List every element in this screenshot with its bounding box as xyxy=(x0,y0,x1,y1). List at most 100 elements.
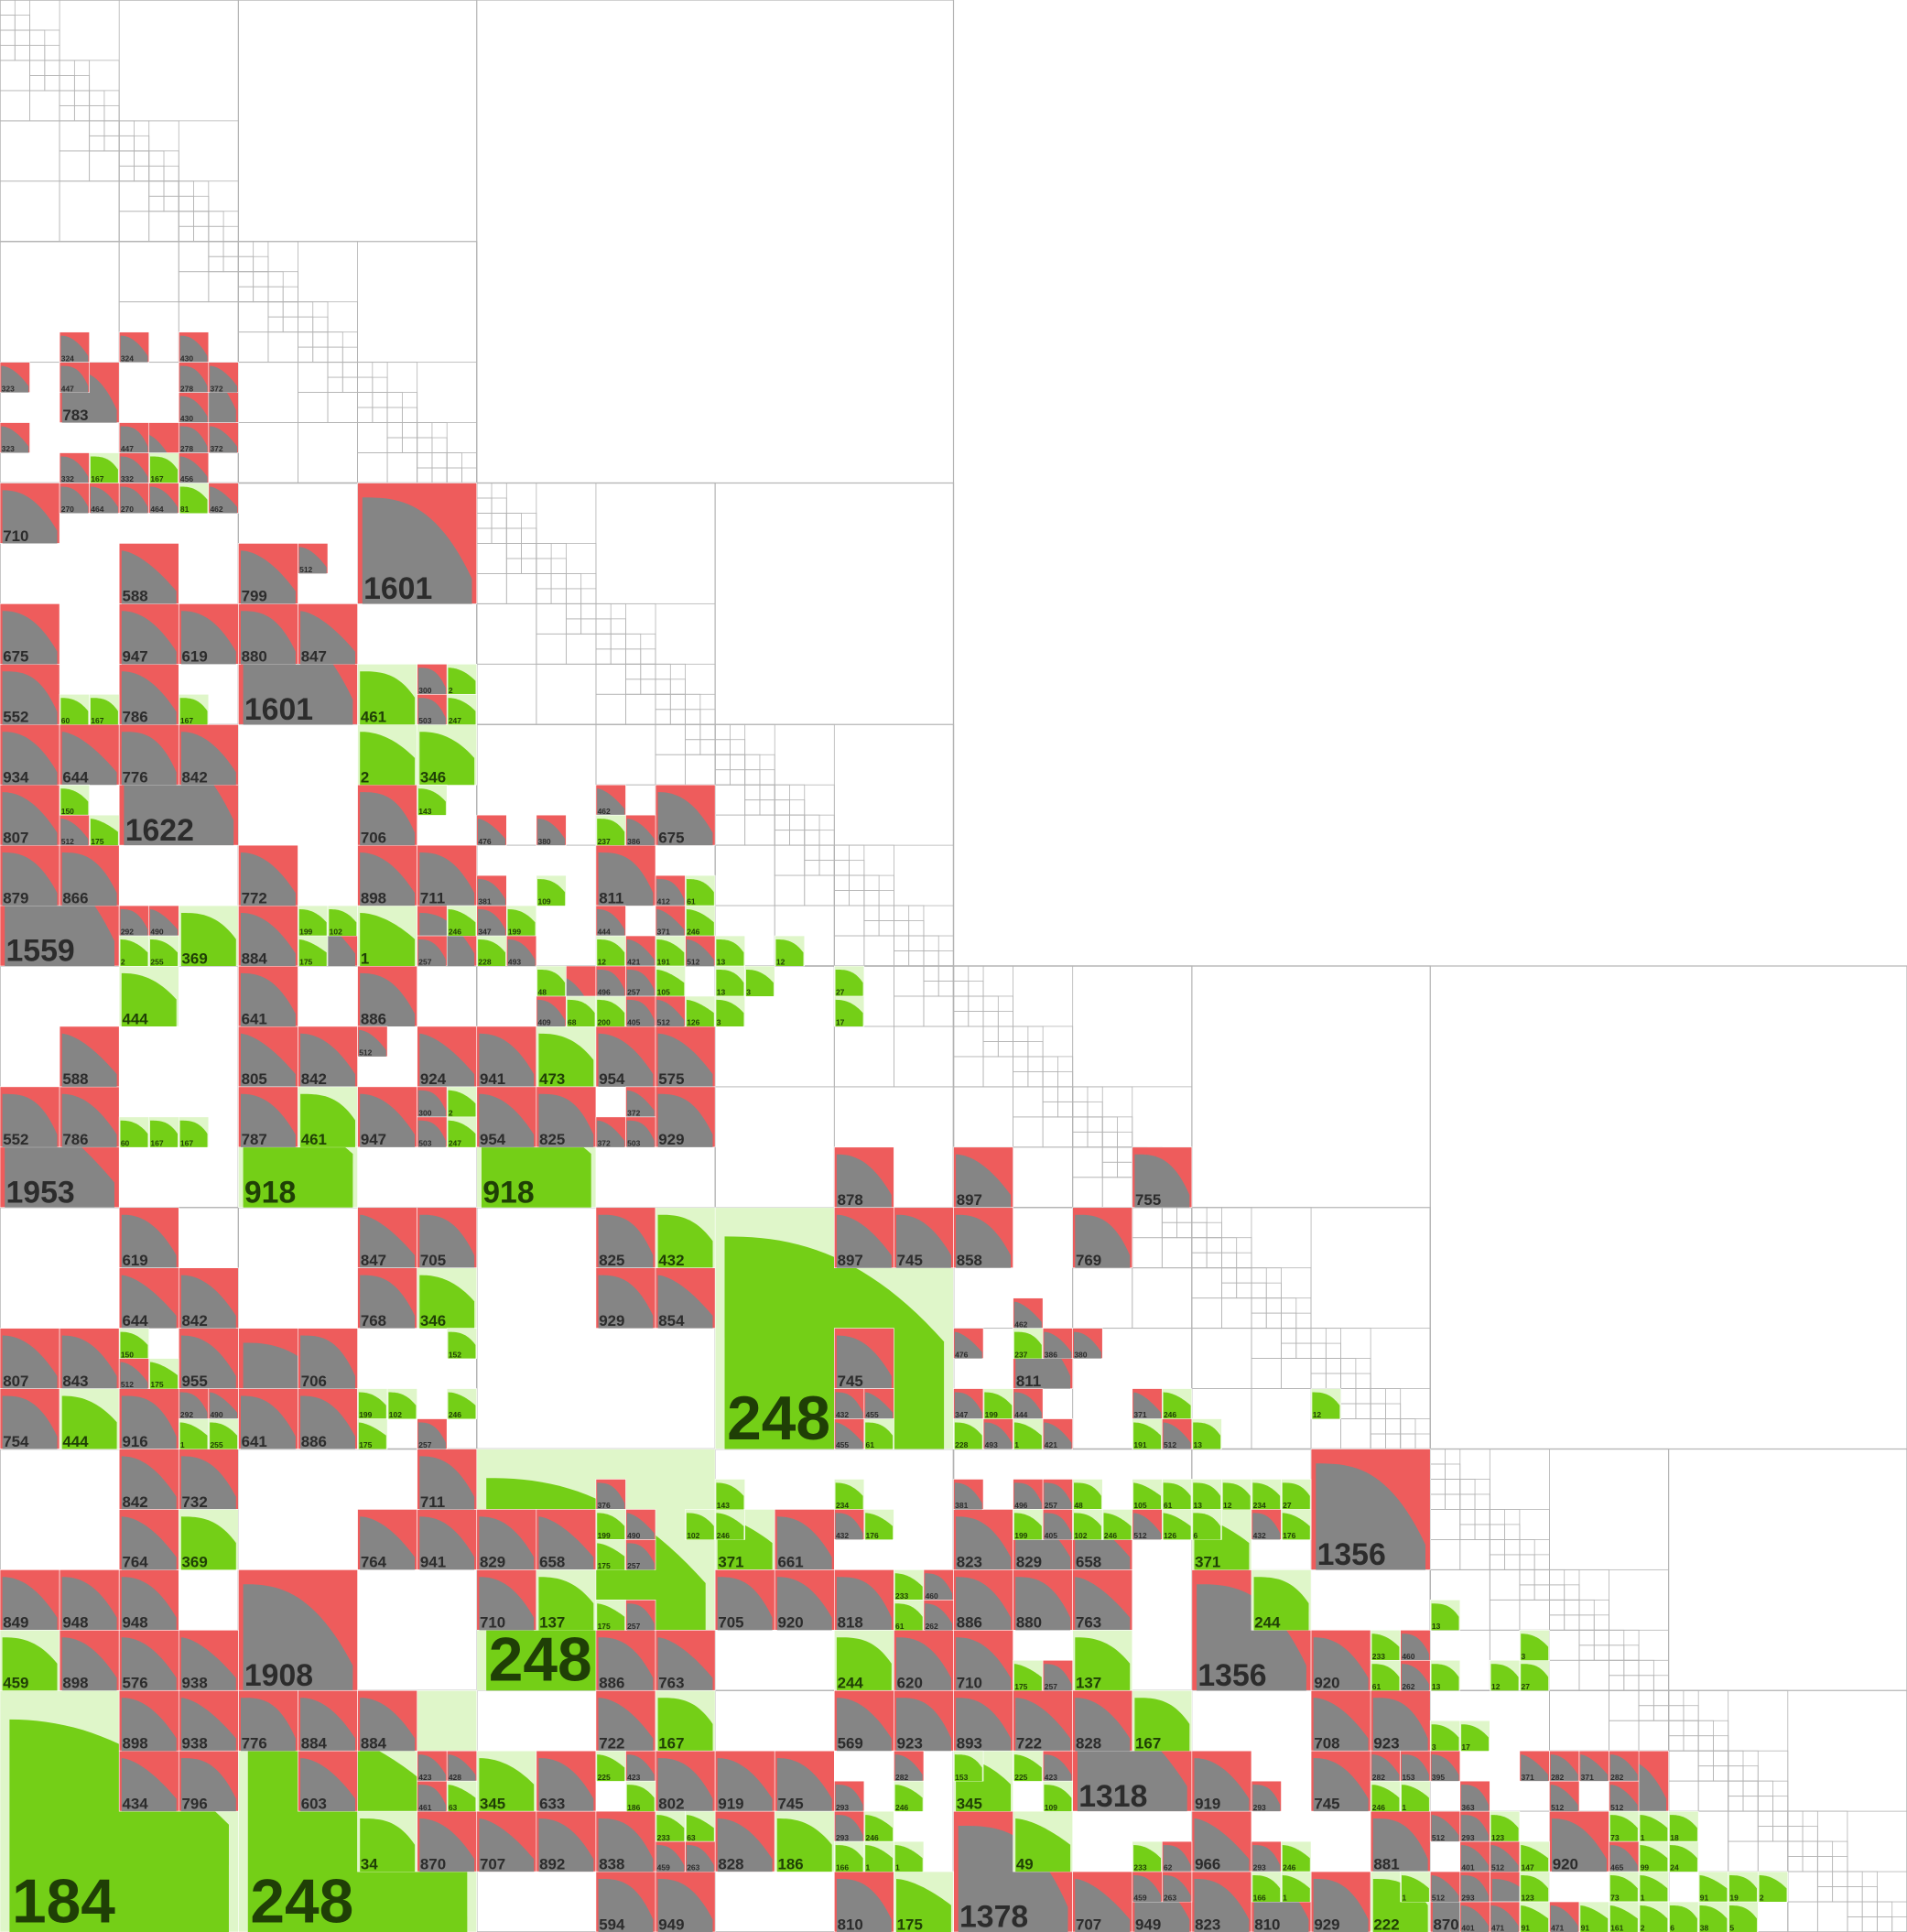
block-label-194: 810 xyxy=(838,1916,863,1932)
small-block-profile-126 xyxy=(954,1482,982,1510)
small-block-profile-236 xyxy=(1669,1815,1697,1842)
small-block-profile-200 xyxy=(865,1815,894,1842)
small-block-profile-45 xyxy=(150,909,178,937)
small-block-56: 493 xyxy=(505,935,537,967)
block-profile-180 xyxy=(598,1818,654,1872)
block-profile-61 xyxy=(360,1275,416,1329)
small-block-profile-75 xyxy=(686,999,714,1026)
small-block-label-122: 246 xyxy=(1164,1410,1176,1419)
small-block-profile-142 xyxy=(1193,1513,1221,1540)
small-block-84: 503 xyxy=(417,1116,448,1147)
block-profile-47 xyxy=(180,1456,236,1510)
small-block-label-99: 255 xyxy=(210,1440,222,1449)
small-block-149: 490 xyxy=(625,1509,656,1540)
block-profile-99 xyxy=(61,852,117,906)
small-block-profile-99 xyxy=(210,1422,238,1449)
small-block-profile-110 xyxy=(1013,1301,1042,1329)
small-block-label-244: 123 xyxy=(1522,1894,1534,1903)
small-block-profile-224 xyxy=(1580,1754,1609,1782)
small-block-label-112: 386 xyxy=(1045,1350,1057,1359)
small-block-154: 175 xyxy=(595,1539,626,1570)
small-block-255: 5 xyxy=(1728,1901,1759,1932)
small-block-106: 455 xyxy=(863,1388,894,1419)
block-label-61: 768 xyxy=(361,1312,386,1330)
block-label-85: 886 xyxy=(361,1010,386,1027)
small-block-profile-164 xyxy=(1103,1513,1132,1540)
block-profile-72 xyxy=(240,1093,296,1147)
block-label-153: 763 xyxy=(658,1675,684,1692)
small-block-label-66: 48 xyxy=(537,988,547,997)
block-123: 878 xyxy=(834,1146,894,1209)
block-107: 2 xyxy=(357,723,417,787)
small-block-profile-52 xyxy=(417,939,446,966)
block-150: 763 xyxy=(1072,1569,1133,1632)
small-block-67: 409 xyxy=(536,995,567,1027)
block-183: 49 xyxy=(1013,1810,1073,1872)
block-146: 818 xyxy=(834,1569,894,1632)
block-profile-104 xyxy=(61,732,117,786)
small-block-label-29: 167 xyxy=(91,716,103,725)
block-142: 710 xyxy=(476,1569,537,1632)
small-block-profile-74 xyxy=(656,999,685,1026)
block-70: 805 xyxy=(238,1026,298,1088)
block-profile-29 xyxy=(300,1758,355,1812)
small-block-label-130: 496 xyxy=(1014,1501,1027,1510)
small-block-profile-185 xyxy=(626,1754,655,1782)
small-block-265: 91 xyxy=(1519,1901,1550,1932)
small-block-label-116: 228 xyxy=(955,1440,968,1449)
block-label-134: 829 xyxy=(480,1554,505,1571)
small-block-122: 246 xyxy=(1162,1388,1193,1419)
block-label-201: 222 xyxy=(1373,1916,1399,1932)
small-block-label-81: 512 xyxy=(359,1048,372,1058)
block-label-181: 828 xyxy=(718,1855,743,1872)
small-block-label-191: 233 xyxy=(657,1833,670,1842)
block-label-128: 745 xyxy=(838,1373,863,1390)
small-block-profile-145 xyxy=(1312,1392,1340,1419)
small-block-label-223: 282 xyxy=(1551,1773,1564,1782)
block-label-100: 807 xyxy=(3,829,28,846)
small-block-label-84: 503 xyxy=(418,1138,431,1147)
small-block-label-86: 372 xyxy=(627,1109,640,1118)
block-72: 787 xyxy=(238,1086,298,1148)
block-profile-161 xyxy=(836,1698,892,1752)
small-block-profile-78 xyxy=(716,999,744,1026)
block-label-115: 880 xyxy=(242,648,267,666)
small-block-label-101: 102 xyxy=(389,1410,402,1419)
small-block-103: 175 xyxy=(357,1418,388,1449)
small-block-profile-174 xyxy=(1402,1634,1429,1661)
block-164: 722 xyxy=(1013,1689,1073,1753)
small-block-label-60: 371 xyxy=(657,928,670,937)
small-block-label-187: 423 xyxy=(418,1773,431,1782)
small-block-label-63: 512 xyxy=(687,958,699,967)
block-profile-111 xyxy=(360,671,416,725)
block-66: 854 xyxy=(655,1267,716,1330)
small-block-profile-90 xyxy=(150,1120,178,1147)
small-block-label-36: 380 xyxy=(537,837,550,846)
block-84: 641 xyxy=(238,965,298,1027)
block-profile-176 xyxy=(1313,1758,1369,1812)
block-profile-152 xyxy=(598,1637,654,1691)
block-88: 884 xyxy=(238,905,298,967)
small-block-label-91: 167 xyxy=(180,1138,193,1147)
block-104: 644 xyxy=(59,723,120,787)
block-profile-52 xyxy=(300,1335,355,1389)
small-block-label-152: 246 xyxy=(717,1531,730,1540)
small-block-label-67: 409 xyxy=(537,1018,550,1027)
small-block-profile-71 xyxy=(597,999,625,1026)
block-label-197: 949 xyxy=(1135,1916,1161,1932)
block-profile-23 xyxy=(360,1818,416,1872)
small-block-profile-9 xyxy=(120,426,148,453)
block-profile-108 xyxy=(419,732,475,786)
small-block-label-172: 257 xyxy=(1045,1682,1057,1691)
small-block-11: 372 xyxy=(208,422,239,453)
small-block-profile-195 xyxy=(894,1754,923,1782)
small-block-label-117: 493 xyxy=(985,1440,998,1449)
small-block-152: 246 xyxy=(714,1509,745,1540)
block-label-33: 459 xyxy=(3,1675,28,1692)
small-block-label-64: 13 xyxy=(717,958,726,967)
small-block-162: 199 xyxy=(1013,1509,1044,1540)
block-profile-173 xyxy=(776,1758,832,1812)
small-block-263: 38 xyxy=(1697,1901,1729,1932)
block-label-159: 722 xyxy=(599,1735,624,1753)
small-block-profile-87 xyxy=(597,1120,625,1147)
